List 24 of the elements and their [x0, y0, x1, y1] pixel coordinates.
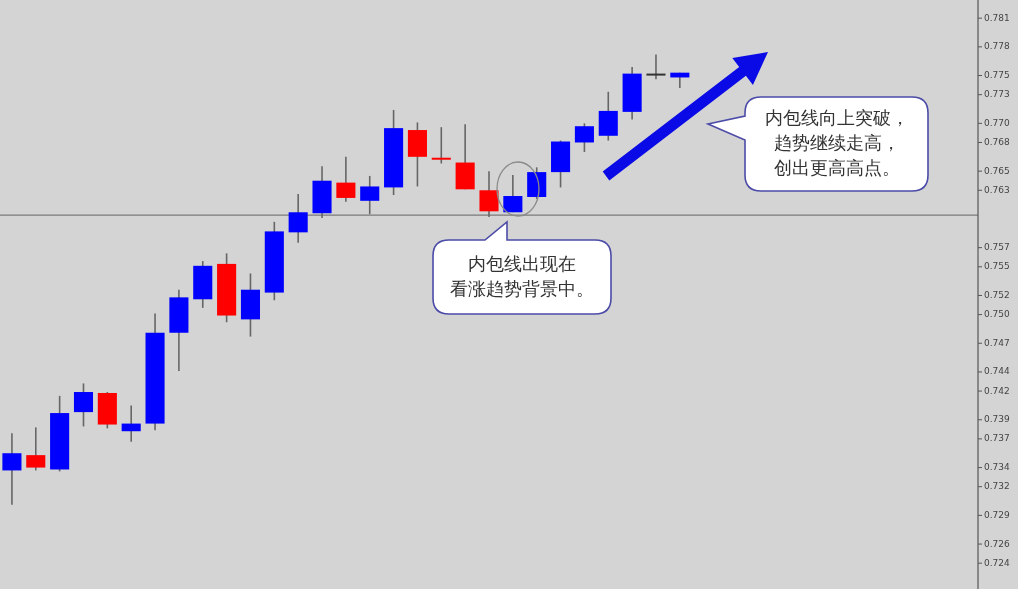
y-tick-label: 0.752	[984, 289, 1010, 300]
y-tick-label: 0.755	[984, 261, 1010, 272]
y-tick-label: 0.775	[984, 70, 1010, 81]
y-tick-label: 0.768	[984, 136, 1010, 147]
y-tick-label: 0.732	[984, 481, 1010, 492]
y-tick-label: 0.729	[984, 509, 1010, 520]
y-tick-label: 0.744	[984, 366, 1010, 377]
y-tick-label: 0.773	[984, 89, 1010, 100]
y-tick-label: 0.734	[984, 462, 1010, 473]
y-tick-label: 0.739	[984, 414, 1010, 425]
y-tick-label: 0.747	[984, 337, 1010, 348]
y-tick-label: 0.763	[984, 184, 1010, 195]
y-tick-label: 0.757	[984, 242, 1010, 253]
y-tick-label: 0.750	[984, 309, 1010, 320]
y-tick-label: 0.781	[984, 12, 1010, 23]
annotation: 内包线向上突破，趋势继续走高，创出更高高点。	[764, 107, 909, 178]
y-tick-label: 0.742	[984, 385, 1010, 396]
annotation: 内包线出现在看涨趋势背景中。	[450, 252, 594, 299]
y-tick-label: 0.770	[984, 117, 1010, 128]
y-tick-label: 0.765	[984, 165, 1010, 176]
y-tick-label: 0.724	[984, 557, 1010, 568]
y-tick-label: 0.737	[984, 433, 1010, 444]
y-tick-label: 0.726	[984, 538, 1010, 549]
y-tick-label: 0.778	[984, 41, 1010, 52]
